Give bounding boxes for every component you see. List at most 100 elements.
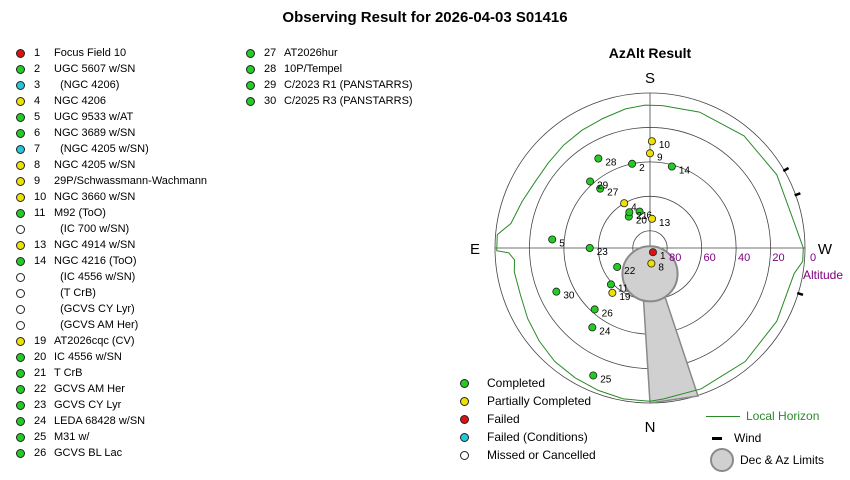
- status-dot-icon: [16, 368, 25, 378]
- target-point-label: 11: [618, 283, 629, 294]
- status-dot-icon: [16, 128, 25, 138]
- target-name: GCVS CY Lyr: [54, 399, 122, 411]
- target-point-label: 29: [597, 180, 609, 191]
- target-point-label: 9: [657, 152, 663, 163]
- target-number: 2: [34, 63, 41, 75]
- status-legend: Completed Partially Completed Failed Fai…: [458, 374, 596, 464]
- target-name: GCVS AM Her: [54, 383, 125, 395]
- target-point-label: 5: [559, 238, 565, 249]
- target-point-label: 10: [659, 140, 671, 151]
- status-dot-icon: [16, 432, 25, 442]
- status-dot-icon: [16, 288, 25, 298]
- status-dot-icon: [16, 352, 25, 362]
- status-dot-icon: [246, 64, 255, 74]
- target-number: 26: [34, 447, 47, 459]
- target-name: T CrB: [54, 367, 83, 379]
- target-point: [586, 177, 595, 186]
- azalt-title: AzAlt Result: [608, 45, 692, 61]
- altitude-tick-label: 60: [704, 252, 716, 264]
- target-number: 25: [34, 431, 47, 443]
- status-dot-icon: [16, 416, 25, 426]
- status-dot-icon: [16, 448, 25, 458]
- target-point: [608, 288, 617, 297]
- target-point: [548, 235, 557, 244]
- target-row: 26 GCVS BL Lac: [16, 445, 207, 461]
- target-row: 3 (NGC 4206): [16, 77, 207, 93]
- target-name: C/2023 R1 (PANSTARRS): [284, 79, 413, 91]
- target-point-label: 23: [597, 247, 609, 258]
- target-point: [648, 248, 657, 257]
- altitude-axis-label: Altitude: [803, 268, 843, 282]
- status-dot-icon: [16, 208, 25, 218]
- target-point-label: 30: [563, 291, 575, 302]
- legend-partial: Partially Completed: [458, 392, 596, 410]
- local-horizon-curve: [496, 104, 804, 402]
- target-number: 6: [34, 127, 41, 139]
- target-name: (IC 700 w/SN): [54, 223, 130, 235]
- status-dot-icon: [16, 240, 25, 250]
- target-point-label: 24: [599, 326, 611, 337]
- status-dot-icon: [246, 48, 255, 58]
- target-name: (IC 4556 w/SN): [54, 271, 136, 283]
- altitude-tick-label: 80: [669, 252, 681, 264]
- altitude-tick-label: 0: [810, 252, 816, 264]
- status-dot-icon: [16, 336, 25, 346]
- target-point-label: 22: [624, 266, 636, 277]
- target-row: 6 NGC 3689 w/SN: [16, 125, 207, 141]
- target-point: [667, 162, 676, 171]
- target-number: 11: [34, 207, 46, 219]
- target-name: NGC 4216 (ToO): [54, 255, 137, 267]
- target-point: [647, 137, 656, 146]
- target-point: [594, 154, 603, 163]
- target-row: 21 T CrB: [16, 365, 207, 381]
- target-number: 19: [34, 335, 47, 347]
- target-row: 23 GCVS CY Lyr: [16, 397, 207, 413]
- status-dot-icon: [16, 144, 25, 154]
- target-number: 5: [34, 111, 41, 123]
- target-point: [585, 243, 594, 252]
- target-point: [596, 184, 605, 193]
- completed-dot-icon: [460, 378, 469, 388]
- target-point: [589, 371, 598, 380]
- status-dot-icon: [16, 384, 25, 394]
- target-point: [606, 280, 615, 289]
- target-row: 2 UGC 5607 w/SN: [16, 61, 207, 77]
- target-point: [648, 214, 657, 223]
- status-dot-icon: [16, 160, 25, 170]
- wind-mark: [782, 166, 790, 173]
- limits-circle-icon: [710, 448, 734, 472]
- target-row: (IC 700 w/SN): [16, 221, 207, 237]
- legend-horizon: Local Horizon: [706, 405, 824, 427]
- target-point: [635, 207, 644, 216]
- target-row: 25 M31 w/: [16, 429, 207, 445]
- legend-failed: Failed: [458, 410, 596, 428]
- failed-conditions-dot-icon: [460, 432, 469, 442]
- target-number: 9: [34, 175, 41, 187]
- target-name: NGC 3689 w/SN: [54, 127, 136, 139]
- target-list-left: 1 Focus Field 10 2 UGC 5607 w/SN 3 (NGC 4206…: [16, 45, 207, 461]
- target-name: NGC 3660 w/SN: [54, 191, 136, 203]
- target-name: M31 w/: [54, 431, 90, 443]
- wind-mark-icon: [712, 436, 722, 440]
- target-row: 7 (NGC 4205 w/SN): [16, 141, 207, 157]
- target-number: 28: [264, 63, 277, 75]
- target-row: (GCVS AM Her): [16, 317, 207, 333]
- target-row: 19 AT2026cqc (CV): [16, 333, 207, 349]
- status-dot-icon: [16, 304, 25, 314]
- page-title: Observing Result for 2026-04-03 S01416: [282, 9, 568, 26]
- target-row: 5 UGC 9533 w/AT: [16, 109, 207, 125]
- compass-n: N: [645, 419, 656, 436]
- target-name: C/2025 R3 (PANSTARRS): [284, 95, 413, 107]
- target-point-label: 19: [619, 292, 631, 303]
- target-number: 10: [34, 191, 47, 203]
- legend-missed: Missed or Cancelled: [458, 446, 596, 464]
- target-number: 24: [34, 415, 47, 427]
- target-row: 27 AT2026hur: [246, 45, 413, 61]
- plot-legend: Local Horizon Wind Dec & Az Limits: [706, 405, 824, 472]
- target-name: (NGC 4205 w/SN): [54, 143, 149, 155]
- target-row: 4 NGC 4206: [16, 93, 207, 109]
- target-name: UGC 5607 w/SN: [54, 63, 136, 75]
- target-name: NGC 4914 w/SN: [54, 239, 136, 251]
- target-point-label: 20: [636, 216, 648, 227]
- target-name: IC 4556 w/SN: [54, 351, 122, 363]
